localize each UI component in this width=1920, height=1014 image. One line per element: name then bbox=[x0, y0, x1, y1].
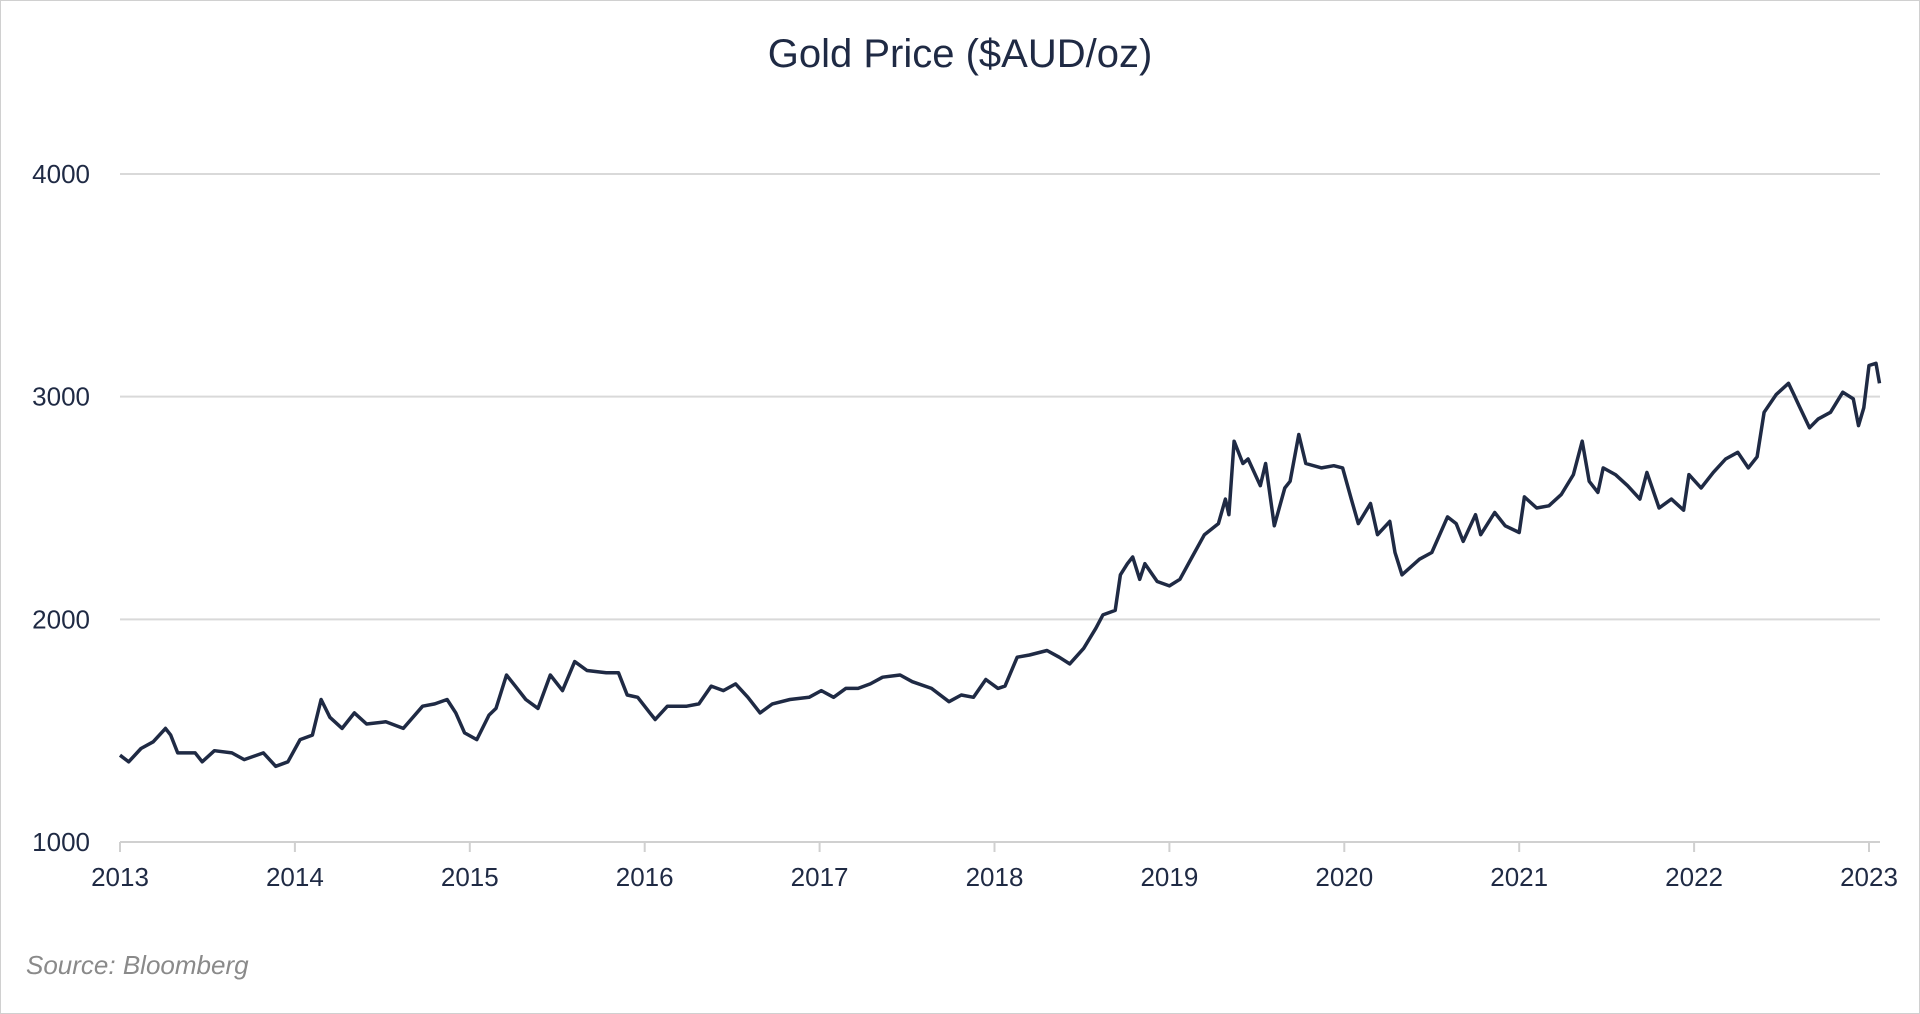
x-tick-label: 2019 bbox=[1140, 862, 1198, 892]
x-tick-label: 2016 bbox=[616, 862, 674, 892]
price-series-line bbox=[118, 361, 1882, 769]
y-tick-label: 1000 bbox=[32, 827, 90, 857]
x-tick-label: 2020 bbox=[1315, 862, 1373, 892]
x-tick-label: 2017 bbox=[791, 862, 849, 892]
x-tick-label: 2018 bbox=[966, 862, 1024, 892]
x-tick-label: 2014 bbox=[266, 862, 324, 892]
y-tick-label: 2000 bbox=[32, 604, 90, 634]
x-tick-label: 2021 bbox=[1490, 862, 1548, 892]
y-tick-label: 4000 bbox=[32, 159, 90, 189]
y-tick-label: 3000 bbox=[32, 382, 90, 412]
source-note: Source: Bloomberg bbox=[26, 950, 249, 980]
x-tick-label: 2013 bbox=[91, 862, 149, 892]
x-tick-label: 2023 bbox=[1840, 862, 1898, 892]
x-tick-label: 2015 bbox=[441, 862, 499, 892]
x-tick-label: 2022 bbox=[1665, 862, 1723, 892]
chart-title: Gold Price ($AUD/oz) bbox=[767, 32, 1153, 76]
